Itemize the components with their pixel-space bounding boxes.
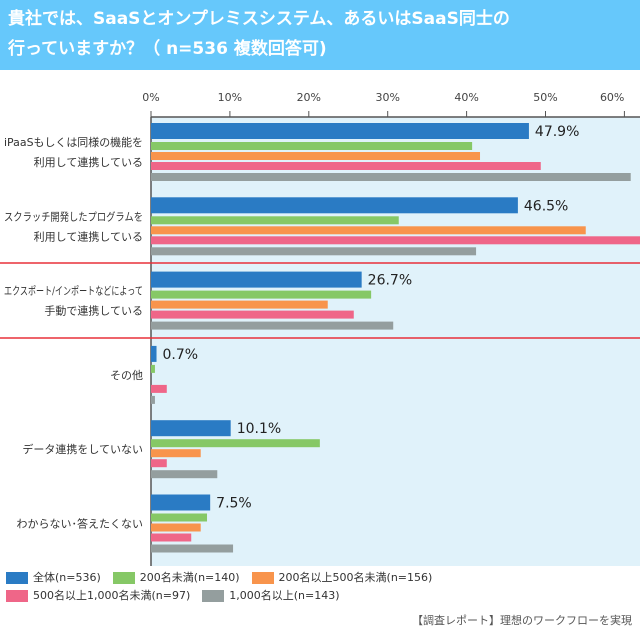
category-label: iPaaSもしくは同様の機能を (4, 135, 143, 149)
legend-label: 200名以上500名未満(n=156) (278, 571, 433, 584)
data-label: 46.5% (524, 198, 568, 214)
bar (151, 395, 155, 404)
legend-item: 全体(n=536) (6, 570, 101, 586)
legend-item: 1,000名以上(n=143) (202, 588, 340, 604)
bar (151, 470, 218, 479)
legend-item: 200名未満(n=140) (112, 570, 240, 586)
bar (151, 420, 231, 437)
bar (151, 364, 155, 373)
category-label: 手動で連携している (44, 304, 143, 318)
bar (151, 513, 208, 522)
bar (151, 345, 157, 362)
legend-swatch (251, 572, 274, 584)
bar (151, 523, 201, 532)
bar (151, 384, 167, 393)
plot-background (151, 117, 640, 566)
bar (151, 247, 477, 256)
legend-item: 500名以上1,000名未満(n=97) (6, 588, 190, 604)
bar (151, 173, 631, 181)
bar (151, 216, 399, 225)
x-tick-label: 50% (533, 91, 557, 104)
bar (151, 494, 211, 511)
bar (151, 197, 518, 214)
footer-source: 【調査レポート】理想のワークフローを実現 (412, 614, 632, 627)
bar (151, 544, 234, 553)
bar (151, 152, 481, 160)
bar (151, 142, 473, 150)
x-tick-label: 40% (454, 91, 478, 104)
bar (151, 439, 320, 448)
x-tick-label: 0% (142, 91, 159, 104)
category-label: わからない･答えたくない (17, 517, 144, 531)
legend-swatch (202, 590, 225, 602)
data-label: 7.5% (216, 496, 252, 512)
legend: 全体(n=536) 200名未満(n=140) 200名以上500名未満(n=156… (6, 570, 634, 606)
category-label: スクラッチ開発したプログラムを (4, 209, 143, 223)
legend-label: 全体(n=536) (33, 571, 101, 584)
chart-title-banner: 貴社では、SaaSとオンプレミスシステム、あるいはSaaS同士の 行っていますか… (0, 0, 640, 70)
x-tick-label: 20% (297, 91, 321, 104)
legend-swatch (112, 572, 135, 584)
data-label: 26.7% (368, 273, 412, 289)
category-label: 利用して連携している (34, 155, 143, 169)
bar-chart: 0% 10% 20% 30% 40% 50% 60% 47.9% iPaaSもしくは同様の機能を… (0, 91, 640, 566)
category-label: エクスポート/インポートなどによって (4, 285, 143, 298)
bar (151, 459, 167, 468)
bar (151, 290, 372, 299)
legend-item: 200名以上500名未満(n=156) (251, 570, 433, 586)
title-line-1: 貴社では、SaaSとオンプレミスシステム、あるいはSaaS同士の (8, 9, 510, 29)
title-line-2: 行っていますか？（ n=536 複数回答可) (8, 39, 327, 59)
data-label: 47.9% (535, 124, 579, 140)
bar (151, 162, 541, 170)
legend-label: 1,000名以上(n=143) (229, 589, 340, 602)
legend-swatch (6, 590, 28, 602)
legend-swatch (6, 572, 28, 584)
data-label: 10.1% (237, 421, 281, 437)
category-label: 利用して連携している (34, 229, 143, 243)
x-tick-label: 30% (375, 91, 399, 104)
legend-label: 500名以上1,000名未満(n=97) (33, 589, 191, 602)
bar (151, 533, 192, 542)
bar (151, 271, 362, 288)
bar (151, 449, 201, 458)
category-label: その他 (110, 369, 143, 382)
bar (151, 226, 586, 235)
bar (151, 236, 640, 245)
bar (151, 321, 394, 330)
category-label: データ連携をしていない (22, 442, 143, 456)
data-label: 0.7% (163, 347, 199, 363)
x-tick-label: 10% (218, 91, 242, 104)
legend-label: 200名未満(n=140) (139, 571, 240, 584)
x-tick-label: 60% (600, 91, 624, 104)
bar (151, 300, 328, 309)
bar (151, 310, 354, 319)
bar (151, 123, 529, 139)
